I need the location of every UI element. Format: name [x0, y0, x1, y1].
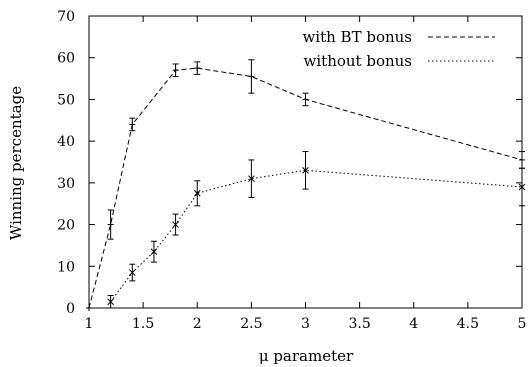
- x-tick-label: 4.5: [457, 316, 479, 332]
- series-lines: [88, 67, 523, 309]
- y-axis-label: Winning percentage: [7, 86, 25, 240]
- data-markers: [86, 65, 526, 311]
- x-tick-label: 5: [518, 316, 527, 332]
- legend: with BT bonus without bonus: [302, 28, 495, 70]
- x-tick-label: 1.5: [132, 316, 154, 332]
- data-point: [150, 248, 158, 256]
- error-bars: [107, 59, 525, 309]
- data-point: [129, 121, 136, 128]
- y-tick-label: 50: [57, 92, 75, 108]
- data-point: [194, 65, 201, 72]
- legend-label-without-bonus: without bonus: [304, 52, 412, 70]
- x-tick-label: 2.5: [240, 316, 262, 332]
- y-tick-label: 60: [57, 51, 75, 67]
- x-axis-label: μ parameter: [259, 347, 354, 365]
- x-tick-label: 1: [85, 316, 94, 332]
- y-tick-label: 70: [57, 9, 75, 25]
- data-point: [518, 183, 526, 191]
- data-point: [128, 269, 136, 276]
- y-tick-label: 30: [57, 176, 75, 192]
- legend-label-with-bt-bonus: with BT bonus: [302, 28, 412, 46]
- data-point: [107, 298, 115, 306]
- axis-ticks: [88, 15, 523, 309]
- x-tick-label: 2: [193, 316, 202, 332]
- x-tick-label: 4: [409, 316, 418, 332]
- data-point: [248, 73, 255, 80]
- y-tick-label: 0: [66, 301, 75, 317]
- x-tick-label: 3.5: [348, 316, 370, 332]
- data-point: [193, 189, 201, 197]
- y-tick-label: 40: [57, 134, 75, 150]
- y-tick-label: 10: [57, 259, 75, 275]
- data-point: [302, 96, 309, 103]
- x-tick-label: 3: [301, 316, 310, 332]
- series-line-with-bt-bonus: [88, 67, 523, 309]
- y-tick-label: 20: [57, 218, 75, 234]
- series-line-without-bonus: [110, 169, 523, 302]
- data-point: [248, 175, 255, 183]
- data-point: [107, 221, 114, 228]
- data-point: [172, 221, 179, 228]
- data-point: [86, 305, 92, 311]
- data-point: [519, 156, 525, 163]
- data-point: [172, 67, 179, 74]
- data-point: [302, 166, 309, 174]
